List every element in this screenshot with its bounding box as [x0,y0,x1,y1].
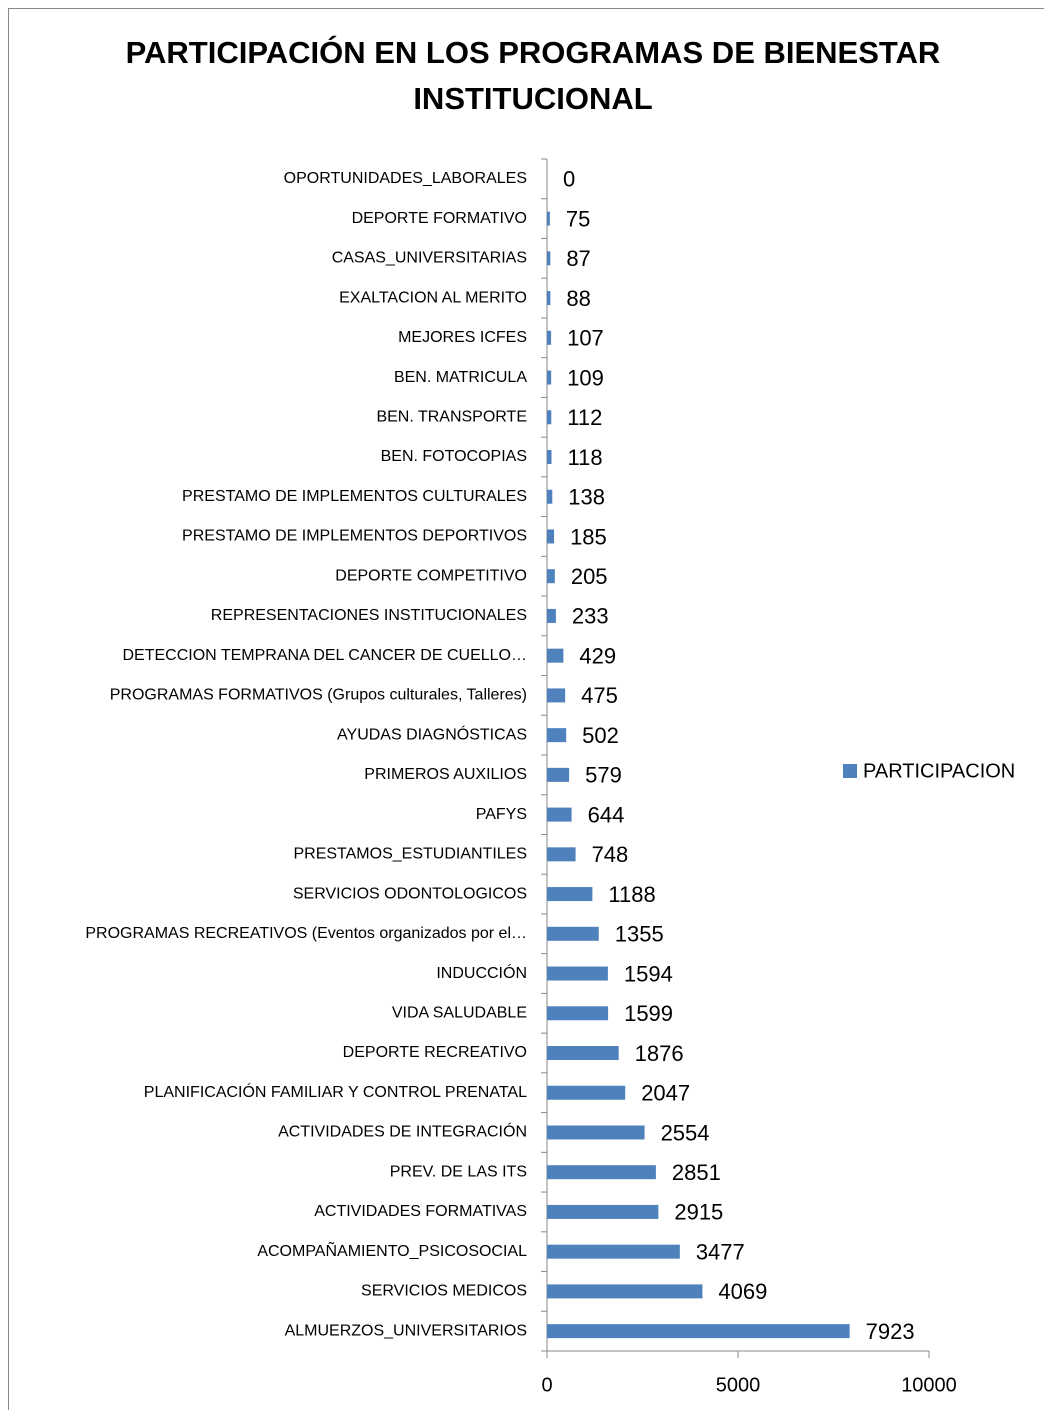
bar [547,926,599,941]
category-label: VIDA SALUDABLE [392,1004,527,1021]
bar [547,807,572,822]
bar [547,1284,703,1299]
bar [547,1006,609,1021]
bar [547,1085,626,1100]
category-label: BEN. TRANSPORTE [376,408,527,425]
bar [547,1125,645,1140]
bar [547,251,551,266]
bar [547,1324,850,1339]
bar [547,688,566,703]
data-label: 4069 [718,1279,767,1304]
category-label: PROGRAMAS RECREATIVOS (Eventos organizad… [85,925,527,942]
category-label: PLANIFICACIÓN FAMILIAR Y CONTROL PRENATA… [144,1082,527,1101]
data-label: 112 [567,405,602,430]
bar [547,1244,680,1259]
data-label: 2915 [674,1200,723,1225]
bar [547,1165,656,1180]
chart-border [8,8,1044,1410]
data-label: 475 [581,683,618,708]
data-label: 88 [566,286,590,311]
data-label: 1355 [615,922,664,947]
bar [547,569,555,584]
data-label: 185 [570,524,607,549]
bar [547,291,551,306]
legend-label: PARTICIPACION [863,760,1015,782]
data-label: 2851 [672,1160,721,1185]
bar [547,330,552,345]
category-label: ACTIVIDADES FORMATIVAS [314,1203,527,1220]
bar [547,648,564,663]
category-label: EXALTACION AL MERITO [339,289,527,306]
data-label: 118 [568,445,603,470]
bar [547,728,567,743]
category-label: AYUDAS DIAGNÓSTICAS [337,724,527,743]
category-label: DEPORTE COMPETITIVO [335,567,527,584]
data-label: 75 [566,206,590,231]
category-label: BEN. FOTOCOPIAS [381,448,527,465]
category-label: ACOMPAÑAMIENTO_PSICOSOCIAL [257,1240,527,1260]
category-label: BEN. MATRICULA [394,369,527,386]
bar [547,489,553,504]
category-label: PRESTAMO DE IMPLEMENTOS DEPORTIVOS [182,528,527,545]
data-label: 205 [571,564,608,589]
category-label: PRESTAMOS_ESTUDIANTILES [293,846,527,863]
category-label: SERVICIOS MEDICOS [361,1283,527,1300]
data-label: 109 [567,365,604,390]
bar [547,1046,619,1060]
x-tick-label: 10000 [901,1374,957,1396]
category-label: CASAS_UNIVERSITARIAS [332,250,527,267]
bar [547,887,593,902]
bar [547,966,608,981]
bar [547,370,552,385]
category-label: PRESTAMO DE IMPLEMENTOS CULTURALES [182,488,527,505]
bar [547,450,552,464]
x-tick-label: 5000 [716,1374,761,1396]
bar [547,847,576,862]
data-label: 2047 [641,1081,690,1106]
category-label: PREV. DE LAS ITS [390,1163,527,1180]
bar [547,767,570,782]
data-label: 138 [568,485,605,510]
data-label: 7923 [866,1319,915,1344]
data-label: 1188 [608,882,655,907]
category-label: PRIMEROS AUXILIOS [364,766,527,783]
category-label: PROGRAMAS FORMATIVOS (Grupos culturales,… [110,687,527,704]
data-label: 2554 [661,1120,710,1145]
category-label: INDUCCIÓN [436,963,527,982]
data-label: 3477 [696,1239,745,1264]
category-label: MEJORES ICFES [398,329,527,346]
category-label: SERVICIOS ODONTOLOGICOS [293,885,527,902]
data-label: 107 [567,326,604,351]
category-label: OPORTUNIDADES_LABORALES [284,170,527,187]
data-label: 579 [585,763,622,788]
data-label: 429 [579,643,616,668]
category-label: ALMUERZOS_UNIVERSITARIOS [285,1322,527,1339]
category-label: DETECCION TEMPRANA DEL CANCER DE CUELLO… [122,647,527,664]
bar [547,529,555,544]
category-label: REPRESENTACIONES INSTITUCIONALES [211,607,527,624]
category-label: DEPORTE RECREATIVO [343,1044,527,1061]
legend-swatch [843,764,857,778]
x-tick-label: 0 [541,1374,552,1396]
data-label: 1599 [624,1001,673,1026]
data-label: 1876 [635,1041,684,1066]
data-label: 644 [588,802,625,827]
data-label: 1594 [624,961,673,986]
bar [547,410,552,425]
bar [547,1204,659,1219]
category-label: ACTIVIDADES DE INTEGRACIÓN [278,1122,527,1141]
data-label: 87 [566,246,590,271]
category-label: PAFYS [476,806,527,823]
data-label: 233 [572,604,609,629]
data-label: 502 [582,723,619,748]
data-label: 0 [563,167,575,192]
bar [547,211,550,226]
chart-title: PARTICIPACIÓN EN LOS PROGRAMAS DE BIENES… [125,35,941,116]
category-label: DEPORTE FORMATIVO [352,210,527,227]
bar [547,608,556,623]
data-label: 748 [592,842,629,867]
